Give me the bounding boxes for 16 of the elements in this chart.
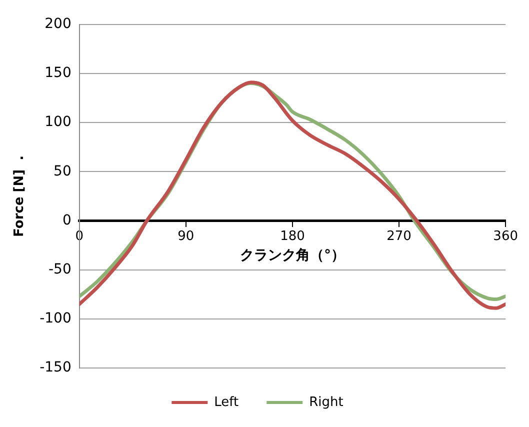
y-tick-label: -150 <box>40 360 72 376</box>
x-tick-label: 360 <box>493 228 518 244</box>
y-tick-label: -50 <box>48 261 72 278</box>
x-tick-label: 180 <box>280 228 305 244</box>
y-tick-label: 150 <box>44 65 72 82</box>
y-tick-label: 0 <box>62 212 72 228</box>
x-tick-label: 270 <box>386 228 412 244</box>
legend-label: Left <box>214 394 239 410</box>
y-tick-label: 200 <box>44 16 72 32</box>
x-axis-title: クランク角（°） <box>240 247 345 264</box>
legend-label: Right <box>309 394 344 410</box>
y-tick-label: -100 <box>40 310 72 327</box>
y-tick-label: 100 <box>44 114 72 130</box>
x-tick-label: 90 <box>178 228 194 244</box>
y-axis-title: Force [N] . <box>12 155 28 237</box>
y-tick-label: 50 <box>54 163 72 180</box>
